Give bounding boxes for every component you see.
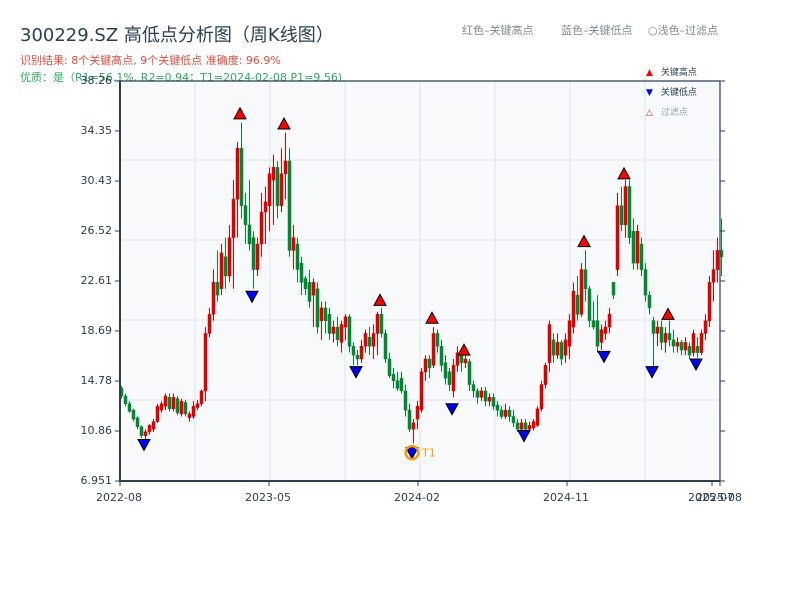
top-legend-red: 红色–关键高点: [462, 24, 534, 37]
x-tick-label: 2022-08: [96, 491, 142, 504]
y-tick-label: 34.35: [80, 124, 113, 137]
legend-label: 过滤点: [660, 108, 688, 118]
y-tick-label: 6.951: [80, 474, 113, 487]
legend-key-high: ▲ 关键高点: [646, 65, 697, 78]
y-tick-label: 18.69: [80, 324, 113, 337]
x-tick-label: 2025-08: [696, 491, 742, 504]
svg-text:T1: T1: [421, 447, 436, 460]
y-tick-label: 38.26: [80, 74, 113, 87]
triangle-down-icon: ▼: [646, 88, 653, 98]
y-tick-label: 26.52: [80, 224, 113, 237]
page-title: 300229.SZ 高低点分析图（周K线图）: [20, 25, 334, 46]
legend-filtered: △ 过滤点: [646, 105, 688, 118]
y-tick-label: 30.43: [80, 174, 113, 187]
triangle-outline-icon: △: [646, 108, 653, 118]
x-tick-label: 2024-11: [543, 491, 589, 504]
x-tick-label: 2025-07: [688, 491, 734, 504]
result-summary: 识别结果: 8个关键高点, 9个关键低点 准确度: 96.9%: [20, 54, 281, 67]
legend-label: 关键低点: [660, 88, 697, 98]
legend-key-low: ▼ 关键低点: [646, 85, 697, 98]
triangle-up-icon: ▲: [646, 68, 653, 78]
y-tick-label: 22.61: [80, 274, 113, 287]
x-tick-label: 2024-02: [394, 491, 440, 504]
x-tick-label: 2023-05: [245, 491, 291, 504]
top-legend-light: ○浅色–过滤点: [648, 24, 719, 37]
legend-label: 关键高点: [660, 68, 697, 78]
y-tick-label: 10.86: [80, 424, 113, 437]
top-legend-blue: 蓝色–关键低点: [561, 24, 633, 37]
y-tick-label: 14.78: [80, 374, 113, 387]
